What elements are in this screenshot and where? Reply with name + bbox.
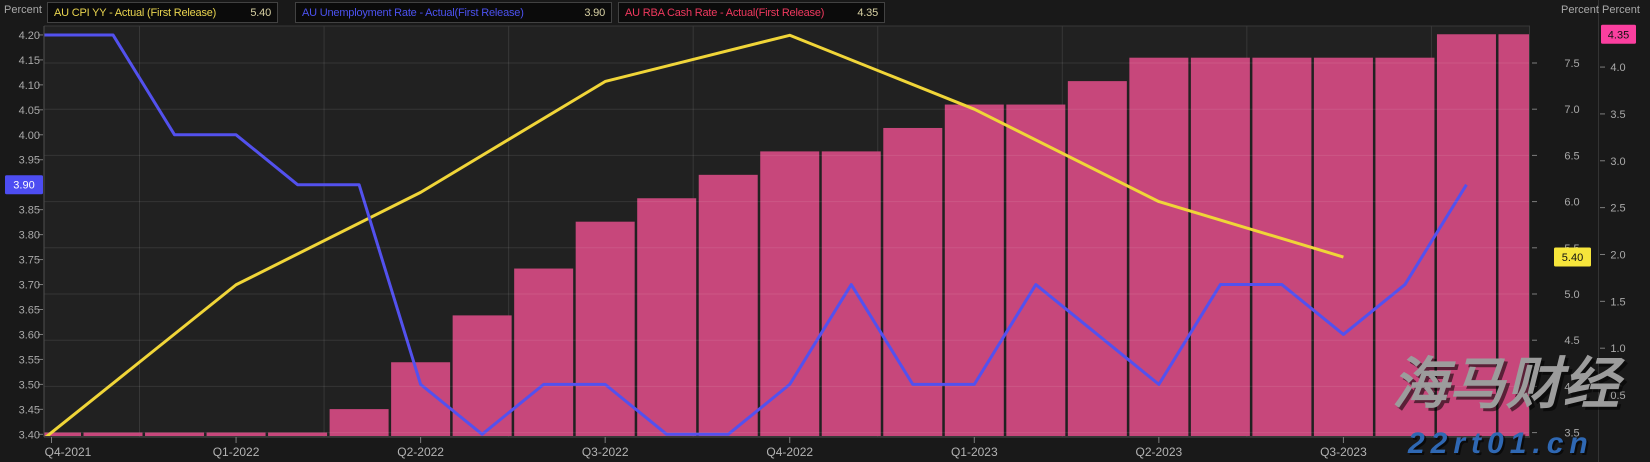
cash-rate-bar bbox=[883, 127, 943, 436]
left-axis-tick-label: 4.10 bbox=[19, 80, 40, 92]
cash-rate-bar bbox=[637, 198, 697, 436]
left-axis-tick-label: 3.40 bbox=[19, 429, 40, 441]
cash-rate-bar bbox=[206, 432, 266, 436]
left-axis-tick-label: 3.65 bbox=[19, 305, 40, 317]
right-outer-axis-tick-label: 0.5 bbox=[1610, 390, 1625, 402]
right-outer-axis-tick-label: 4.0 bbox=[1610, 62, 1625, 74]
x-axis-tick-label: Q1-2023 bbox=[951, 445, 998, 459]
current-value-badge bbox=[1601, 24, 1636, 44]
right-outer-axis-tick-label: 1.0 bbox=[1610, 343, 1625, 355]
legend-unemployment-label: AU Unemployment Rate - Actual(First Rele… bbox=[302, 6, 524, 19]
left-axis-tick-label: 3.60 bbox=[19, 329, 40, 341]
watermark-brand: 海马财经 bbox=[1392, 352, 1620, 415]
x-axis-tick-label: Q3-2022 bbox=[582, 445, 629, 459]
cash-rate-bar bbox=[83, 432, 143, 436]
cpi-line bbox=[44, 33, 1344, 436]
legend-cash-rate[interactable]: AU RBA Cash Rate - Actual(First Release)… bbox=[618, 2, 885, 23]
right-outer-axis-tick-label: 3.5 bbox=[1610, 109, 1625, 121]
right-inner-axis-tick-label: 3.5 bbox=[1564, 428, 1579, 440]
cash-rate-bar bbox=[514, 268, 574, 436]
cash-rate-bar bbox=[1067, 81, 1127, 436]
right-inner-axis-tick-label: 7.0 bbox=[1564, 104, 1579, 116]
cash-rate-bar bbox=[1375, 57, 1435, 436]
cash-rate-bar bbox=[1006, 104, 1066, 436]
current-value-badge-text: 3.90 bbox=[13, 180, 34, 192]
left-axis-tick-label: 4.00 bbox=[19, 130, 40, 142]
cash-rate-bar bbox=[944, 104, 1004, 436]
current-value-badge bbox=[5, 175, 43, 195]
x-axis-tick-label: Q2-2023 bbox=[1136, 445, 1183, 459]
unemployment-line bbox=[44, 33, 1468, 436]
legend-cash-rate-label: AU RBA Cash Rate - Actual(First Release) bbox=[625, 6, 825, 19]
cash-rate-bar bbox=[1190, 57, 1250, 436]
right-inner-axis-title: Percent bbox=[1561, 4, 1599, 16]
cash-rate-bar bbox=[1313, 57, 1373, 436]
cash-rate-bar bbox=[1129, 57, 1189, 436]
x-axis-tick-label: Q4-2021 bbox=[45, 445, 92, 459]
x-axis-tick-label: Q2-2022 bbox=[397, 445, 444, 459]
cash-rate-bar bbox=[1436, 34, 1496, 436]
left-axis-tick-label: 4.15 bbox=[19, 55, 40, 67]
right-outer-axis-tick-label: 1.5 bbox=[1610, 296, 1625, 308]
legend-cpi-value: 5.40 bbox=[250, 6, 271, 19]
left-axis-tick-label: 3.45 bbox=[19, 404, 40, 416]
right-inner-axis-tick-label: 5.0 bbox=[1564, 289, 1579, 301]
right-inner-axis-tick-label: 7.5 bbox=[1564, 58, 1579, 70]
left-axis-tick-label: 4.20 bbox=[19, 30, 40, 42]
right-outer-axis-tick-label: 2.5 bbox=[1610, 203, 1625, 215]
right-outer-axis-tick-label: 3.0 bbox=[1610, 156, 1625, 168]
x-axis-tick-label: Q3-2023 bbox=[1320, 445, 1367, 459]
left-axis-tick-label: 3.80 bbox=[19, 230, 40, 242]
cash-rate-bar bbox=[391, 362, 451, 436]
right-outer-axis-title: Percent bbox=[1602, 4, 1640, 16]
x-axis-tick-label: Q4-2022 bbox=[766, 445, 813, 459]
watermark-url: 22rt01.cn bbox=[1408, 427, 1594, 460]
cash-rate-bar bbox=[1252, 57, 1312, 436]
cash-rate-bars-group bbox=[44, 34, 1530, 436]
legend-unemployment[interactable]: AU Unemployment Rate - Actual(First Rele… bbox=[295, 2, 612, 23]
legend-cpi-label: AU CPI YY - Actual (First Release) bbox=[54, 6, 217, 19]
left-axis-tick-label: 3.85 bbox=[19, 205, 40, 217]
current-value-badge bbox=[1554, 247, 1591, 267]
cash-rate-bar bbox=[44, 432, 81, 436]
cash-rate-bar bbox=[698, 174, 758, 436]
right-inner-axis-tick-label: 4.0 bbox=[1564, 381, 1579, 393]
cash-rate-bar bbox=[821, 151, 881, 436]
legend-cpi[interactable]: AU CPI YY - Actual (First Release) 5.40 bbox=[47, 2, 278, 23]
right-inner-axis-tick-label: 4.5 bbox=[1564, 335, 1579, 347]
cash-rate-bar bbox=[760, 151, 820, 436]
right-outer-axis-tick-label: 2.0 bbox=[1610, 249, 1625, 261]
current-value-badge-text: 5.40 bbox=[1562, 252, 1583, 264]
left-axis-tick-label: 3.70 bbox=[19, 280, 40, 292]
right-inner-axis-tick-label: 6.0 bbox=[1564, 197, 1579, 209]
cash-rate-bar bbox=[452, 315, 512, 436]
cash-rate-bar bbox=[1498, 34, 1530, 436]
x-axis-tick-label: Q1-2022 bbox=[213, 445, 260, 459]
left-axis-tick-label: 4.05 bbox=[19, 105, 40, 117]
legend-cash-rate-value: 4.35 bbox=[857, 6, 878, 19]
current-value-badge-text: 4.35 bbox=[1608, 29, 1629, 41]
left-axis-tick-label: 3.55 bbox=[19, 354, 40, 366]
left-axis-tick-label: 3.95 bbox=[19, 155, 40, 167]
cash-rate-bar bbox=[575, 221, 635, 436]
left-axis-tick-label: 3.50 bbox=[19, 379, 40, 391]
cash-rate-bar bbox=[268, 432, 328, 436]
cash-rate-bar bbox=[329, 409, 389, 436]
left-axis-title: Percent bbox=[4, 4, 42, 16]
legend-unemployment-value: 3.90 bbox=[584, 6, 605, 19]
lines-group bbox=[44, 33, 1468, 436]
right-inner-axis-tick-label: 6.5 bbox=[1564, 150, 1579, 162]
cash-rate-bar bbox=[145, 432, 205, 436]
left-axis-tick-label: 3.75 bbox=[19, 255, 40, 267]
